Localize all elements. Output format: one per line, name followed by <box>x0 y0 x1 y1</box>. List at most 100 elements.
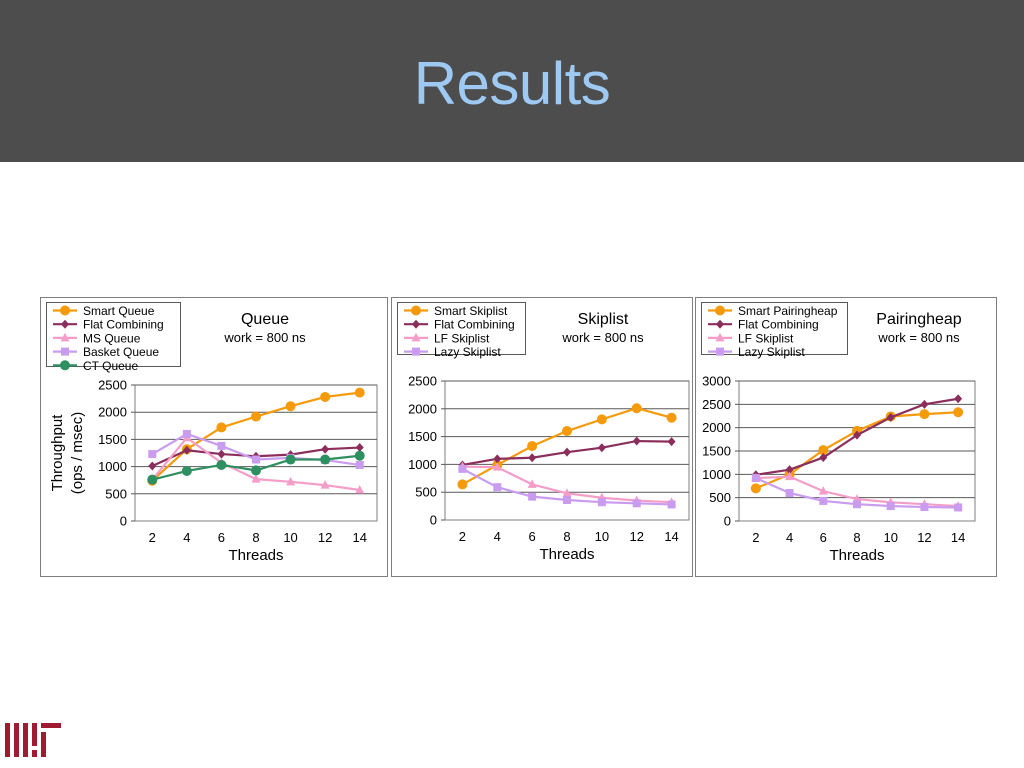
legend-label: LF Skiplist <box>434 331 490 345</box>
legend-marker <box>412 319 420 329</box>
legend-item: CT Queue <box>53 359 138 373</box>
legend-marker <box>412 347 420 356</box>
x-tick-label: 14 <box>951 530 965 545</box>
data-point <box>148 461 157 471</box>
data-point <box>750 483 761 494</box>
data-point <box>355 443 364 453</box>
data-point <box>632 436 641 446</box>
x-tick-label: 4 <box>786 530 793 545</box>
legend-item: Lazy Skiplist <box>404 345 501 359</box>
chart-title: Skiplist <box>578 311 629 328</box>
x-tick-label: 8 <box>252 530 259 545</box>
y-tick-label: 2500 <box>702 397 731 412</box>
y-tick-label: 2000 <box>408 401 437 416</box>
x-tick-label: 2 <box>752 530 759 545</box>
y-axis-label: Throughput <box>49 414 66 492</box>
y-tick-label: 2500 <box>408 374 437 389</box>
data-point <box>492 462 502 471</box>
data-point <box>563 447 571 457</box>
legend-item: Smart Skiplist <box>404 304 508 318</box>
data-point <box>920 399 929 409</box>
mit-logo <box>5 723 61 757</box>
legend-item: MS Queue <box>53 331 141 345</box>
data-point <box>597 498 606 507</box>
series-lazy-skiplist <box>751 474 963 512</box>
legend-item: Lazy Skiplist <box>708 345 805 359</box>
data-point <box>819 453 828 463</box>
x-tick-label: 10 <box>595 529 609 544</box>
y-tick-label: 2500 <box>98 378 127 393</box>
legend-item: Smart Pairingheap <box>708 304 838 318</box>
data-point <box>818 445 829 456</box>
x-tick-label: 12 <box>318 530 332 545</box>
y-tick-label: 1000 <box>98 459 127 474</box>
chart-queue: 0 500 1000 1500 2000 2500 2 4 6 8 10 12 14 Threads Thr… <box>40 297 388 577</box>
chart-svg: 0 500 1000 1500 2000 2500 3000 2 4 6 8 10 12 14 Thread… <box>695 297 997 577</box>
legend-label: Basket Queue <box>83 345 159 359</box>
data-point <box>147 474 158 485</box>
x-tick-label: 8 <box>563 529 570 544</box>
mit-logo-mark <box>5 723 61 757</box>
data-point <box>920 503 929 511</box>
legend-marker <box>716 319 724 329</box>
chart-pairingheap: 0 500 1000 1500 2000 2500 3000 2 4 6 8 10 12 14 Thread… <box>695 297 997 577</box>
data-point <box>354 450 365 461</box>
data-point <box>596 414 607 425</box>
data-point <box>182 429 191 438</box>
legend-item: LF Skiplist <box>708 331 794 345</box>
y-tick-label: 1500 <box>408 429 437 444</box>
legend-label: Smart Skiplist <box>434 304 508 318</box>
x-tick-label: 4 <box>494 529 501 544</box>
legend-marker <box>715 305 725 316</box>
data-point <box>954 394 963 404</box>
legend-label: Flat Combining <box>83 318 164 332</box>
chart-title: Queue <box>241 311 289 328</box>
data-point <box>954 503 963 512</box>
x-tick-label: 14 <box>352 530 366 545</box>
y-axis-label: (ops / msec) <box>69 412 86 495</box>
data-point <box>251 474 261 483</box>
data-point <box>562 426 572 437</box>
y-tick-label: 1000 <box>408 457 437 472</box>
data-point <box>493 454 502 464</box>
y-tick-label: 1500 <box>702 444 731 459</box>
data-point <box>528 492 537 501</box>
legend-marker <box>61 347 69 356</box>
legend-label: Lazy Skiplist <box>738 345 805 359</box>
data-point <box>252 455 260 464</box>
legend-marker <box>60 332 70 342</box>
data-point <box>251 411 261 422</box>
data-point <box>919 409 930 420</box>
legend-item: Flat Combining <box>404 318 515 332</box>
data-point <box>853 430 861 440</box>
y-tick-label: 2000 <box>98 405 127 420</box>
legend-label: CT Queue <box>83 359 138 373</box>
y-tick-label: 500 <box>709 490 731 505</box>
data-point <box>666 412 677 423</box>
x-tick-label: 14 <box>664 529 678 544</box>
legend-label: Smart Queue <box>83 304 155 318</box>
data-point <box>597 443 606 453</box>
legend-marker <box>61 319 69 329</box>
x-tick-label: 8 <box>853 530 860 545</box>
x-tick-label: 12 <box>629 529 643 544</box>
data-point <box>667 500 676 509</box>
y-tick-label: 0 <box>120 514 127 529</box>
data-point <box>785 471 795 481</box>
series-lazy-skiplist <box>458 464 676 509</box>
data-point <box>527 441 538 452</box>
data-point <box>853 500 861 509</box>
slide-title: Results <box>413 50 611 117</box>
data-point <box>667 437 676 447</box>
data-point <box>320 480 330 489</box>
data-point <box>320 391 331 402</box>
y-tick-label: 0 <box>724 514 731 529</box>
data-point <box>818 486 828 495</box>
x-axis-label: Threads <box>228 547 283 564</box>
data-point <box>953 407 964 418</box>
legend-marker <box>411 332 421 342</box>
data-point <box>631 403 642 414</box>
x-tick-label: 12 <box>917 530 931 545</box>
